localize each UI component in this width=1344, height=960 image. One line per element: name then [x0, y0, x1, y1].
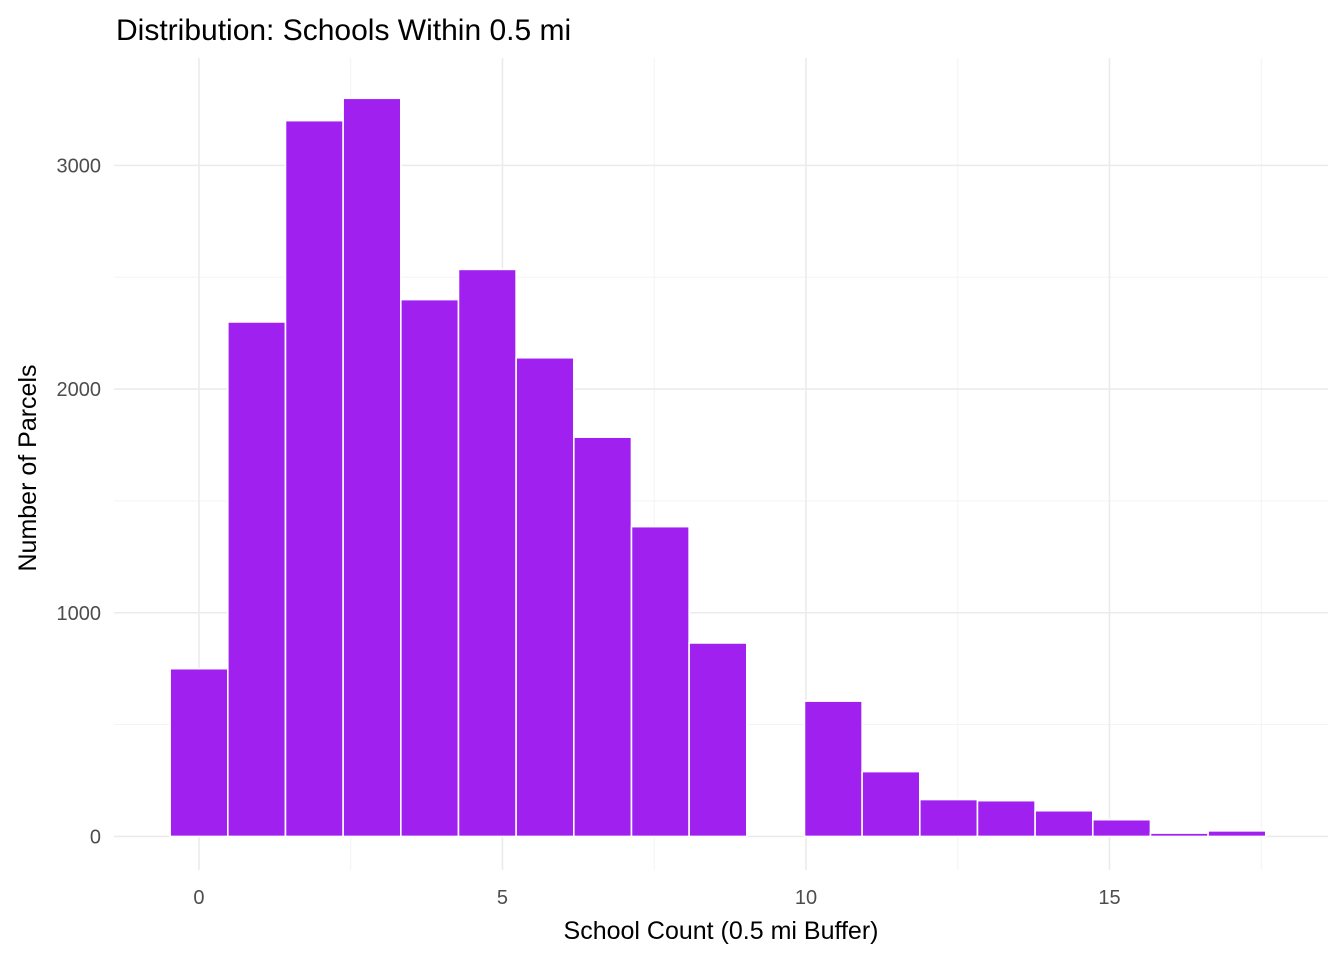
y-tick-label: 0 [90, 826, 101, 848]
bars [169, 97, 1267, 838]
y-tick-labels: 0 1000 2000 3000 [57, 155, 102, 848]
x-tick-label: 5 [497, 887, 508, 909]
histogram-bar-4 [400, 298, 460, 838]
histogram-bar-18 [1207, 830, 1267, 838]
histogram-bar-0 [169, 667, 229, 838]
histogram-bar-9 [688, 642, 748, 838]
x-tick-label: 10 [795, 887, 817, 909]
histogram-bar-14 [976, 799, 1036, 838]
x-tick-labels: 0 5 10 15 [193, 887, 1120, 909]
x-tick-label: 0 [193, 887, 204, 909]
histogram-bar-3 [342, 97, 402, 838]
histogram-bar-16 [1091, 818, 1152, 838]
x-tick-label: 15 [1098, 887, 1120, 909]
y-tick-label: 3000 [57, 155, 102, 177]
y-tick-label: 2000 [57, 379, 102, 401]
histogram-bar-2 [284, 119, 344, 838]
histogram-bar-7 [573, 436, 633, 838]
histogram-bar-15 [1034, 809, 1094, 838]
histogram-bar-6 [515, 356, 575, 838]
histogram-bar-5 [457, 268, 517, 838]
histogram-bar-17 [1149, 832, 1209, 838]
y-tick-label: 1000 [57, 603, 102, 625]
histogram-bar-11 [803, 700, 863, 838]
histogram-bar-1 [227, 321, 287, 838]
chart-title: Distribution: Schools Within 0.5 mi [116, 14, 571, 47]
x-axis-title: School Count (0.5 mi Buffer) [564, 917, 879, 945]
histogram-bar-13 [918, 798, 979, 838]
histogram-bar-12 [861, 770, 921, 838]
histogram-bar-8 [630, 525, 690, 838]
y-axis-title: Number of Parcels [14, 364, 42, 571]
